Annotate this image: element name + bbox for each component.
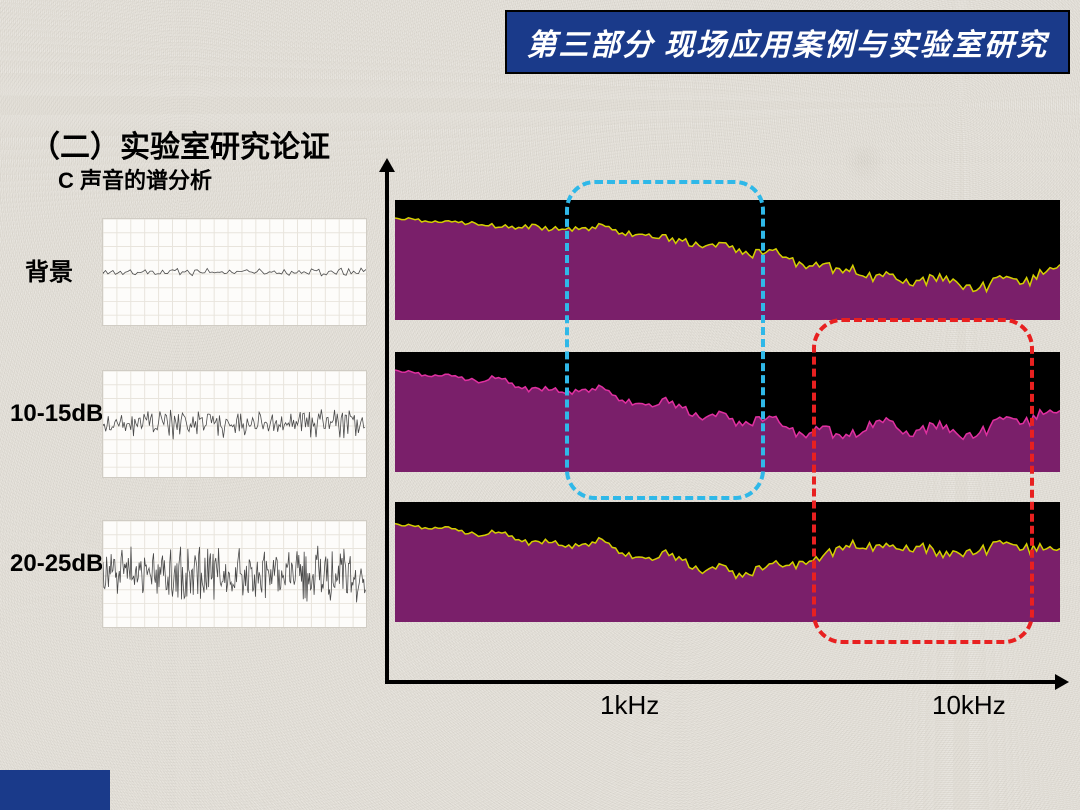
section-title: （二）实验室研究论证 [30,122,330,166]
waveform-0 [102,218,367,326]
y-axis [385,170,389,680]
xtick-label: 1kHz [600,690,659,721]
waveform-1 [102,370,367,478]
y-axis-arrow [379,158,395,172]
row-label-0: 背景 [25,252,73,287]
corner-block [0,770,110,810]
waveform-2 [102,520,367,628]
red-highlight [812,318,1034,644]
header-banner: 第三部分 现场应用案例与实验室研究 [505,10,1071,74]
section-subtitle: C 声音的谱分析 [58,163,212,195]
x-axis [385,680,1055,684]
x-axis-arrow [1055,674,1069,690]
row-label-1: 10-15dB [10,400,103,428]
xtick-label: 10kHz [932,690,1006,721]
row-label-2: 20-25dB [10,550,103,578]
blue-highlight [565,180,765,500]
